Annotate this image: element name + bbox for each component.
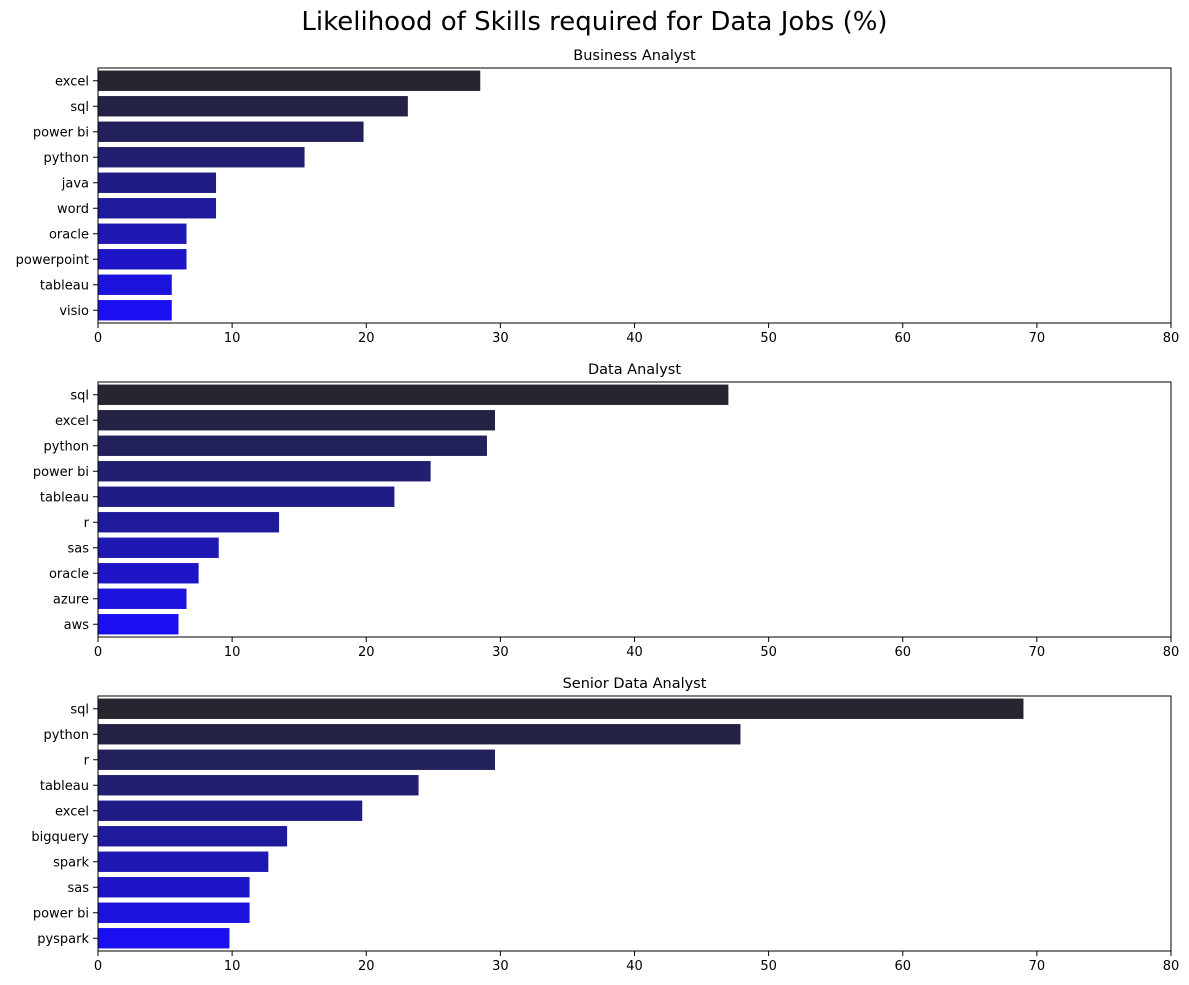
- x-tick-label: 0: [94, 645, 102, 660]
- y-tick-label: bigquery: [31, 830, 89, 845]
- x-tick-label: 40: [626, 331, 643, 346]
- bar-powerpoint: [98, 249, 187, 270]
- x-tick-label: 80: [1163, 331, 1180, 346]
- y-tick-label: excel: [55, 804, 89, 819]
- x-tick-label: 20: [358, 645, 375, 660]
- x-tick-label: 30: [492, 331, 509, 346]
- bar-spark: [98, 851, 269, 872]
- chart-title: Data Analyst: [588, 362, 681, 378]
- y-tick-label: power bi: [33, 125, 89, 140]
- bar-java: [98, 172, 217, 193]
- bar-oracle: [98, 223, 187, 244]
- bar-aws: [98, 614, 179, 635]
- y-tick-label: powerpoint: [16, 253, 89, 268]
- bar-tableau: [98, 775, 419, 796]
- bar-sas: [98, 537, 219, 558]
- x-tick-label: 50: [760, 331, 777, 346]
- bar-power-bi: [98, 121, 364, 142]
- x-tick-label: 60: [894, 331, 911, 346]
- x-tick-label: 50: [760, 959, 777, 974]
- y-tick-label: r: [84, 753, 90, 768]
- x-tick-label: 20: [358, 331, 375, 346]
- bar-power-bi: [98, 902, 250, 923]
- y-tick-label: pyspark: [37, 932, 89, 947]
- bar-excel: [98, 800, 363, 821]
- y-tick-label: tableau: [40, 779, 89, 794]
- y-tick-label: azure: [53, 592, 89, 607]
- x-tick-label: 40: [626, 645, 643, 660]
- y-tick-label: tableau: [40, 278, 89, 293]
- x-tick-label: 80: [1163, 645, 1180, 660]
- y-tick-label: oracle: [49, 227, 89, 242]
- x-tick-label: 80: [1163, 959, 1180, 974]
- y-tick-label: excel: [55, 414, 89, 429]
- bar-oracle: [98, 563, 199, 584]
- bar-sql: [98, 384, 729, 405]
- y-tick-label: tableau: [40, 490, 89, 505]
- bar-python: [98, 435, 487, 456]
- y-tick-label: sas: [67, 881, 89, 896]
- bar-visio: [98, 300, 172, 321]
- x-tick-label: 10: [224, 959, 241, 974]
- bar-excel: [98, 70, 481, 91]
- bar-r: [98, 512, 280, 533]
- bar-sql: [98, 698, 1024, 719]
- bar-azure: [98, 588, 187, 609]
- bar-tableau: [98, 486, 395, 507]
- bar-excel: [98, 410, 496, 431]
- x-tick-label: 20: [358, 959, 375, 974]
- y-tick-label: power bi: [33, 906, 89, 921]
- y-tick-label: python: [44, 728, 89, 743]
- bar-r: [98, 749, 496, 770]
- y-tick-label: spark: [53, 855, 89, 870]
- chart-title: Business Analyst: [573, 48, 696, 64]
- bar-python: [98, 724, 741, 745]
- x-tick-label: 70: [1029, 959, 1046, 974]
- y-tick-label: sas: [67, 541, 89, 556]
- x-tick-label: 70: [1029, 645, 1046, 660]
- x-tick-label: 30: [492, 959, 509, 974]
- bar-sas: [98, 877, 250, 898]
- bar-power-bi: [98, 461, 431, 482]
- x-tick-label: 70: [1029, 331, 1046, 346]
- y-tick-label: r: [84, 516, 90, 531]
- y-tick-label: visio: [59, 304, 89, 319]
- y-tick-label: java: [61, 176, 89, 191]
- bar-pyspark: [98, 928, 230, 949]
- x-tick-label: 0: [94, 959, 102, 974]
- bar-sql: [98, 96, 408, 117]
- chart-title: Senior Data Analyst: [563, 676, 707, 692]
- x-tick-label: 30: [492, 645, 509, 660]
- bar-python: [98, 147, 305, 168]
- y-tick-label: sql: [70, 702, 89, 717]
- y-tick-label: python: [44, 439, 89, 454]
- y-tick-label: word: [57, 202, 89, 217]
- bar-tableau: [98, 274, 172, 295]
- y-tick-label: sql: [70, 100, 89, 115]
- x-tick-label: 40: [626, 959, 643, 974]
- y-tick-label: power bi: [33, 465, 89, 480]
- y-tick-label: oracle: [49, 567, 89, 582]
- bar-word: [98, 198, 217, 219]
- x-tick-label: 60: [894, 645, 911, 660]
- y-tick-label: python: [44, 151, 89, 166]
- x-tick-label: 0: [94, 331, 102, 346]
- figure-suptitle: Likelihood of Skills required for Data J…: [301, 7, 888, 37]
- y-tick-label: excel: [55, 74, 89, 89]
- x-tick-label: 10: [224, 645, 241, 660]
- y-tick-label: aws: [64, 618, 90, 633]
- x-tick-label: 50: [760, 645, 777, 660]
- x-tick-label: 60: [894, 959, 911, 974]
- x-tick-label: 10: [224, 331, 241, 346]
- y-tick-label: sql: [70, 388, 89, 403]
- bar-bigquery: [98, 826, 288, 847]
